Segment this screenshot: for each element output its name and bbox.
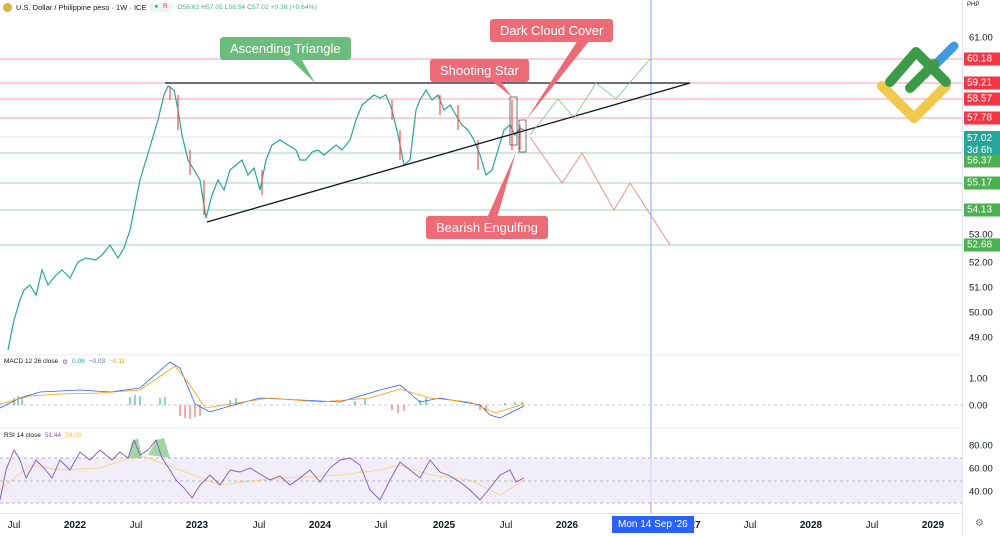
support-tag: 54.13	[964, 203, 1000, 217]
bullish-projection	[529, 58, 651, 136]
replay-icon: R	[161, 4, 170, 10]
bearish-projection	[529, 136, 671, 246]
price-chart-canvas[interactable]	[0, 0, 962, 513]
support-tag: 55.17	[964, 176, 1000, 190]
macd-histogram	[13, 395, 523, 419]
price-axis[interactable]: PHP 61.00 53.00 52.00 51.00 50.00 49.00 …	[962, 0, 1000, 536]
axis-settings-icon[interactable]: ⚙	[975, 518, 984, 529]
support-tag: 52.68	[964, 238, 1000, 252]
macd-legend[interactable]: MACD 12 26 close ⚙ 0.08 −0.03 −0.11	[4, 358, 126, 366]
support-lines	[0, 152, 962, 246]
time-axis[interactable]: Jul 2022 Jul 2023 Jul 2024 Jul 2025 Jul …	[0, 513, 962, 536]
resistance-tag: 59.21	[964, 76, 1000, 90]
rsi-legend[interactable]: RSI 14 close 51.44 59.00	[4, 432, 82, 439]
ascending-triangle-label[interactable]: Ascending Triangle	[220, 37, 351, 60]
resistance-tag: 58.57	[964, 92, 1000, 106]
triangle-support	[206, 82, 691, 223]
symbol-title[interactable]: U.S. Dollar / Philippine peso · 1W · ICE	[16, 2, 147, 12]
ohlc-values: O56.62 H57.05 L56.54 C57.02 +0.36 (+0.64…	[177, 3, 317, 11]
shooting-star-label[interactable]: Shooting Star	[430, 59, 529, 82]
market-status-pill[interactable]: ● R	[150, 2, 174, 12]
currency-selector[interactable]: PHP	[967, 2, 980, 8]
dark-cloud-cover-label[interactable]: Dark Cloud Cover	[490, 19, 614, 42]
current-price-tag: 57.02 3d 6h	[964, 131, 1000, 159]
time-cursor-label: Mon 14 Sep '26	[612, 516, 694, 533]
shooting-star-box	[509, 96, 518, 146]
resistance-tag: 57.78	[964, 111, 1000, 125]
symbol-header: U.S. Dollar / Philippine peso · 1W · ICE…	[0, 0, 317, 14]
resistance-tag: 60.18	[964, 52, 1000, 66]
settings-gear-icon: ⚙	[62, 359, 69, 366]
market-open-dot-icon: ●	[154, 4, 159, 10]
symbol-flag-icon	[3, 2, 12, 12]
broker-logo-icon	[877, 41, 959, 123]
support-tag: 56.37	[964, 154, 1000, 168]
engulfing-box	[518, 119, 527, 153]
candles	[7, 85, 525, 351]
bearish-engulfing-label[interactable]: Bearish Engulfing	[426, 216, 548, 239]
